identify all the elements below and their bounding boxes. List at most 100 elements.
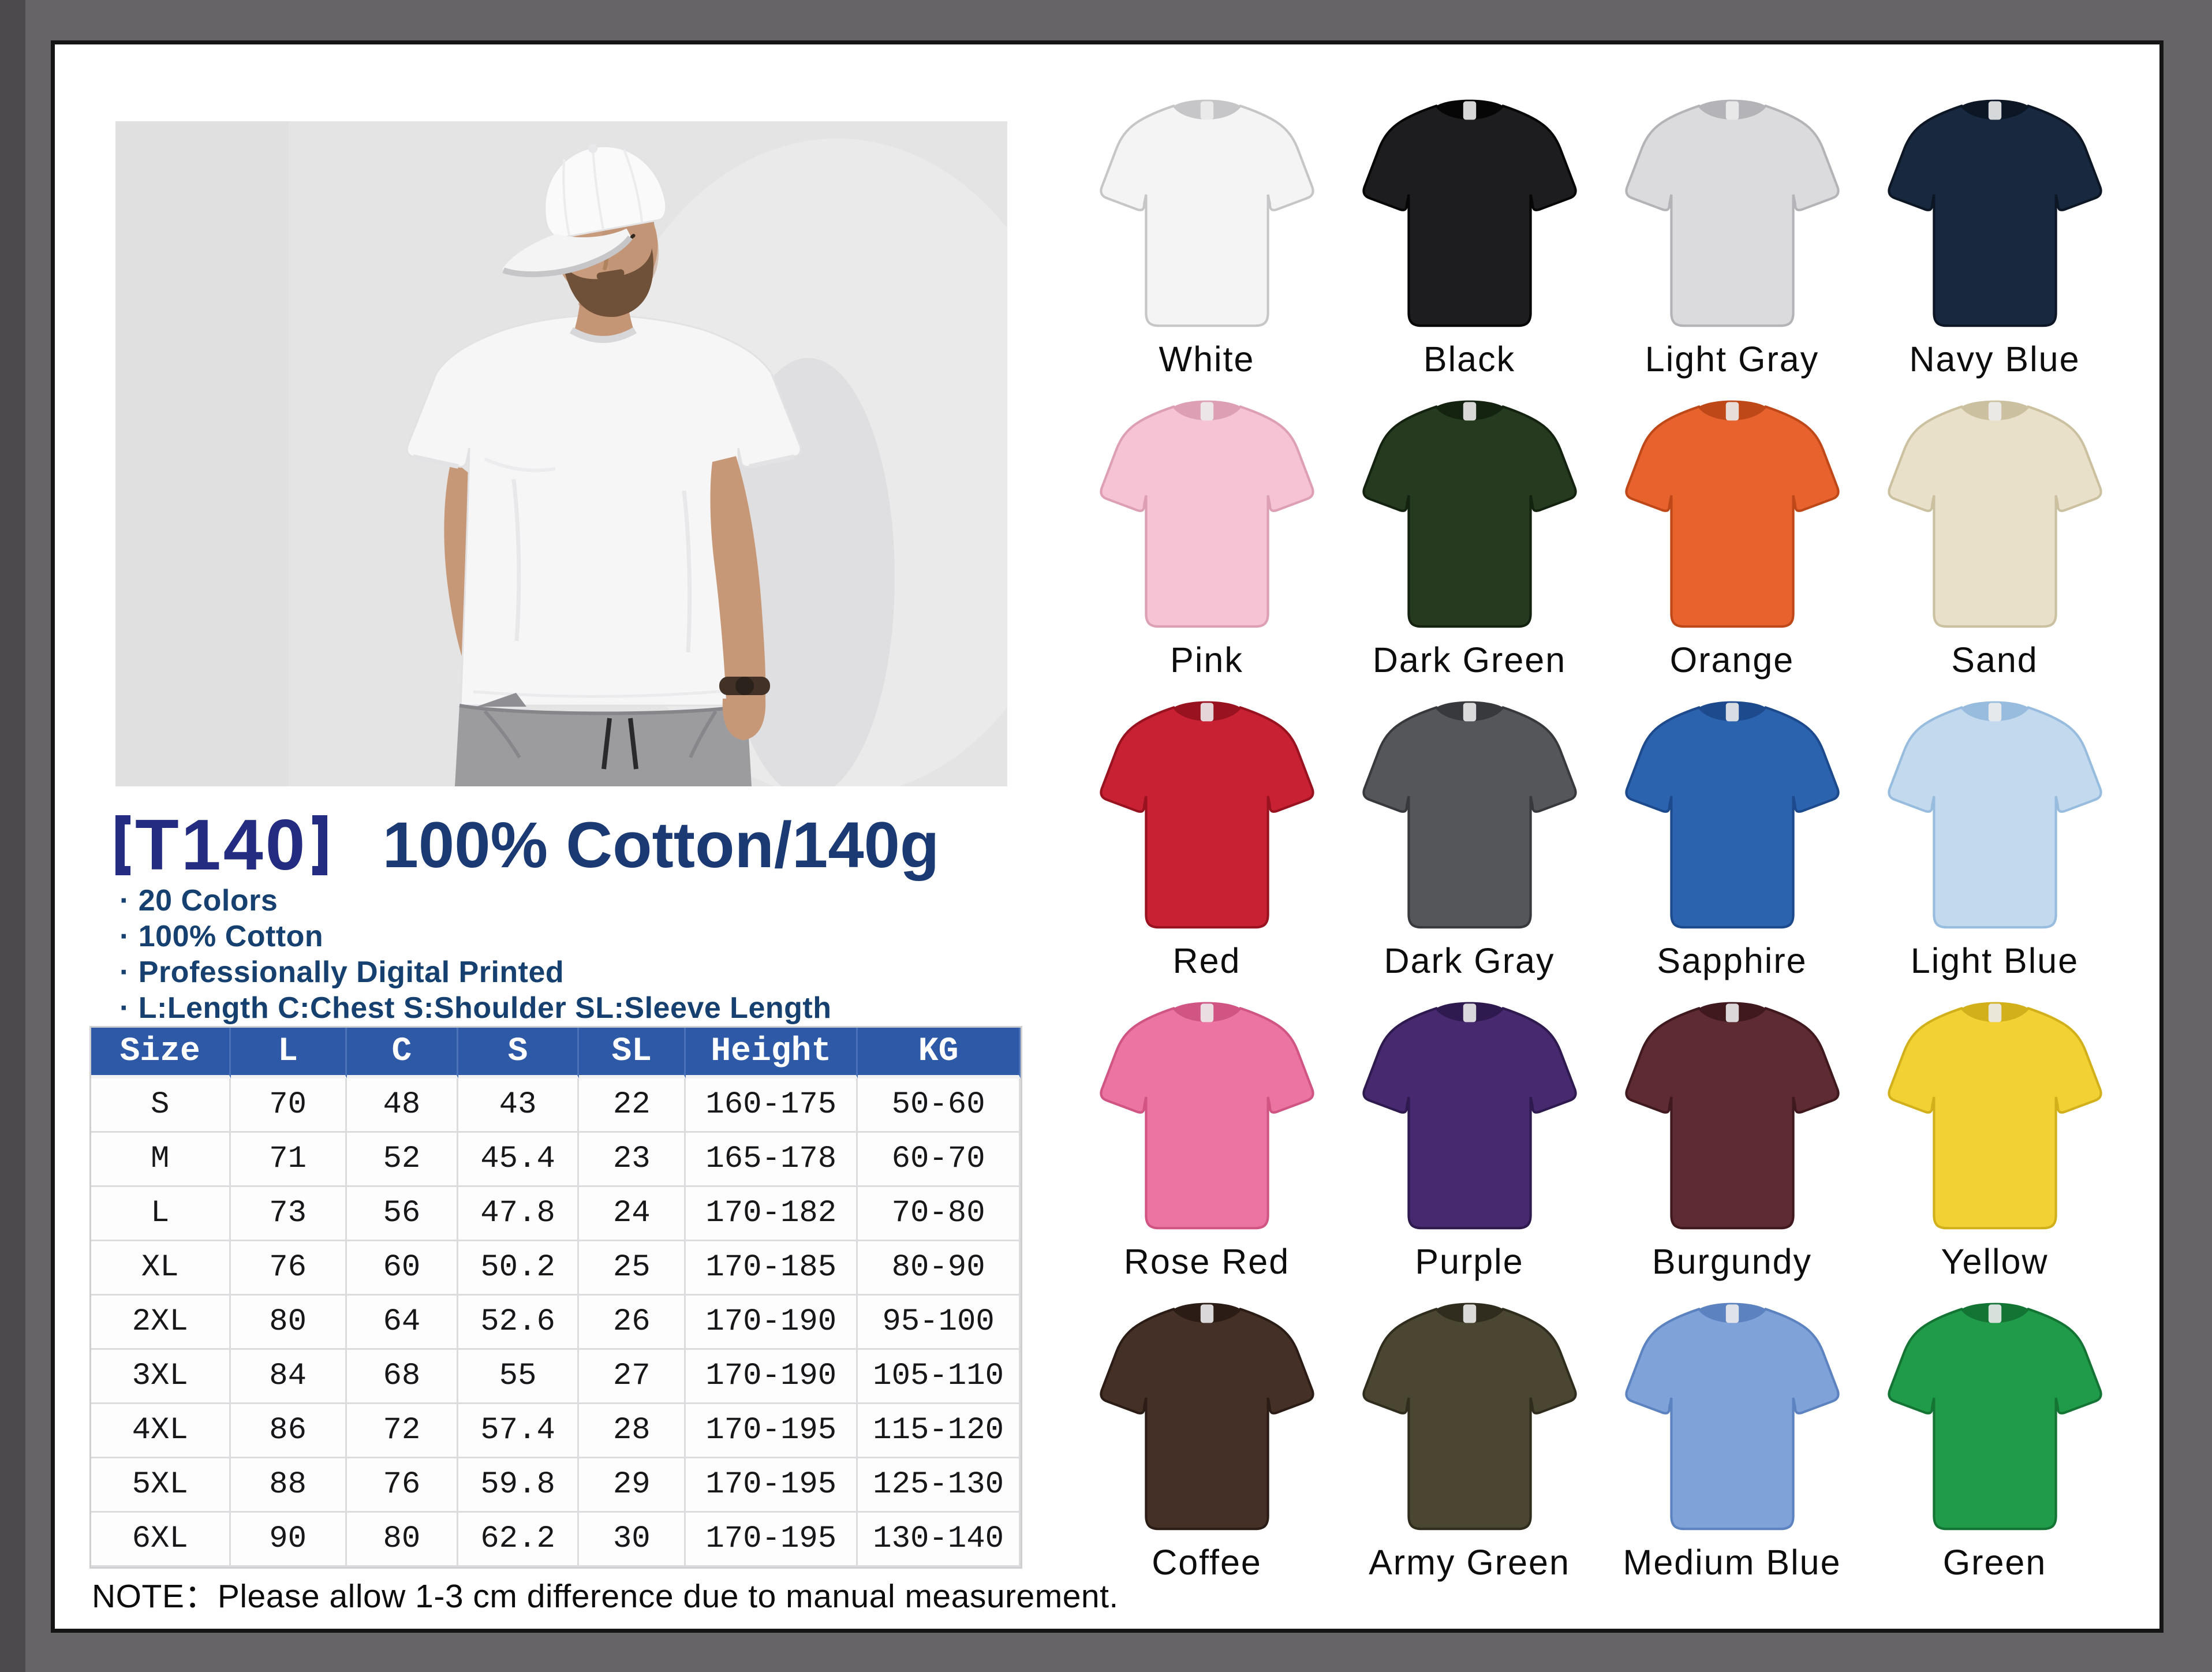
color-label: Purple — [1415, 1242, 1524, 1281]
size-table-cell: 130-140 — [858, 1513, 1021, 1567]
tshirt-icon — [1887, 701, 2102, 929]
model-illustration — [115, 121, 1007, 786]
size-table-cell: 86 — [230, 1404, 347, 1458]
size-table-cell: 2XL — [91, 1296, 231, 1350]
size-table-cell: 95-100 — [858, 1296, 1021, 1350]
color-swatch: Purple — [1338, 991, 1601, 1292]
tshirt-icon — [1624, 701, 1840, 929]
size-table-cell: 80-90 — [858, 1241, 1021, 1296]
color-swatch: Navy Blue — [1863, 88, 2126, 389]
product-title: T140 100% Cotton/140g — [115, 802, 939, 889]
color-swatch: Sand — [1863, 389, 2126, 690]
size-table-cell: 70 — [230, 1078, 347, 1133]
size-table-cell: M — [91, 1133, 231, 1187]
size-table-cell: 24 — [579, 1187, 686, 1241]
color-swatch: Yellow — [1863, 991, 2126, 1292]
size-table-cell: 64 — [346, 1296, 458, 1350]
tshirt-icon — [1099, 1002, 1314, 1230]
size-table-cell: 50.2 — [458, 1241, 580, 1296]
size-table-cell: 76 — [230, 1241, 347, 1296]
tshirt-icon — [1624, 99, 1840, 327]
size-table-cell: 80 — [230, 1296, 347, 1350]
size-table-cell: 23 — [579, 1133, 686, 1187]
color-swatch: Medium Blue — [1601, 1292, 1863, 1592]
color-swatch: Rose Red — [1075, 991, 1338, 1292]
color-label: Sand — [1951, 640, 2038, 680]
color-swatch: Pink — [1075, 389, 1338, 690]
size-table-cell: 22 — [579, 1078, 686, 1133]
size-table-cell: 68 — [346, 1350, 458, 1404]
color-label: Green — [1942, 1543, 2047, 1582]
color-label: Light Gray — [1645, 339, 1819, 379]
size-table-cell: 25 — [579, 1241, 686, 1296]
size-table-cell: 105-110 — [858, 1350, 1021, 1404]
size-table-cell: 52.6 — [458, 1296, 580, 1350]
bullet-item: · Professionally Digital Printed — [119, 956, 565, 989]
size-table-cell: 28 — [579, 1404, 686, 1458]
color-swatch: Burgundy — [1601, 991, 1863, 1292]
tshirt-icon — [1099, 701, 1314, 929]
tshirt-icon — [1624, 1302, 1840, 1531]
size-table-cell: 60 — [346, 1241, 458, 1296]
color-label: Burgundy — [1651, 1242, 1813, 1281]
size-table-cell: 170-190 — [686, 1350, 858, 1404]
color-label: Navy Blue — [1909, 339, 2080, 379]
size-table-cell: 55 — [458, 1350, 580, 1404]
size-table-cell: 170-182 — [686, 1187, 858, 1241]
size-table-header-cell: KG — [858, 1028, 1021, 1078]
tshirt-icon — [1887, 1302, 2102, 1531]
color-swatch: Army Green — [1338, 1292, 1601, 1592]
size-table-cell: 50-60 — [858, 1078, 1021, 1133]
size-table-cell: 60-70 — [858, 1133, 1021, 1187]
size-table-cell: 59.8 — [458, 1458, 580, 1513]
size-table-cell: 80 — [346, 1513, 458, 1567]
size-table-cell: 6XL — [91, 1513, 231, 1567]
size-table-cell: 52 — [346, 1133, 458, 1187]
left-lenticular-bracket — [115, 815, 130, 875]
model-photo — [115, 121, 1007, 786]
color-swatch: Green — [1863, 1292, 2126, 1592]
product-spec: 100% Cotton/140g — [382, 809, 940, 881]
color-swatch: Red — [1075, 690, 1338, 991]
size-table-cell: 88 — [230, 1458, 347, 1513]
bullet-item: · 20 Colors — [119, 884, 278, 917]
size-table-cell: L — [91, 1187, 231, 1241]
size-table-cell: 26 — [579, 1296, 686, 1350]
size-table-cell: 71 — [230, 1133, 347, 1187]
color-swatch: Dark Gray — [1338, 690, 1601, 991]
size-table-cell: S — [91, 1078, 231, 1133]
color-swatch: Sapphire — [1601, 690, 1863, 991]
size-table-cell: 5XL — [91, 1458, 231, 1513]
color-swatch: Coffee — [1075, 1292, 1338, 1592]
tshirt-icon — [1624, 400, 1840, 628]
size-table-header-cell: C — [346, 1028, 458, 1078]
color-label: Dark Green — [1372, 640, 1567, 680]
right-lenticular-bracket — [312, 815, 327, 875]
size-table-cell: 72 — [346, 1404, 458, 1458]
color-label: Orange — [1669, 640, 1795, 680]
size-table-cell: 170-195 — [686, 1458, 858, 1513]
size-table-cell: 48 — [346, 1078, 458, 1133]
bullet-list: · 20 Colors · 100% Cotton · Professionally… — [119, 883, 831, 1026]
bullet-item: · 100% Cotton — [119, 920, 324, 953]
size-table-cell: 3XL — [91, 1350, 231, 1404]
color-swatch: Orange — [1601, 389, 1863, 690]
color-label: Army Green — [1369, 1543, 1570, 1582]
measurement-note: NOTE：Please allow 1-3 cm difference due … — [92, 1578, 1119, 1615]
tshirt-icon — [1887, 400, 2102, 628]
size-table-cell: 73 — [230, 1187, 347, 1241]
color-label: Coffee — [1152, 1543, 1262, 1582]
size-table-cell: 57.4 — [458, 1404, 580, 1458]
size-table-cell: 76 — [346, 1458, 458, 1513]
tshirt-icon — [1362, 400, 1577, 628]
size-table-cell: 170-195 — [686, 1513, 858, 1567]
tshirt-icon — [1099, 1302, 1314, 1531]
size-table-cell: 62.2 — [458, 1513, 580, 1567]
size-table-cell: 170-190 — [686, 1296, 858, 1350]
size-table-cell: 27 — [579, 1350, 686, 1404]
color-label: Dark Gray — [1384, 941, 1555, 980]
size-table-cell: 170-195 — [686, 1404, 858, 1458]
size-table: Size L C S SL Height KG S 70 48 43 22 160-175 50-60 M 7… — [89, 1026, 1022, 1569]
color-label: Red — [1172, 941, 1241, 980]
